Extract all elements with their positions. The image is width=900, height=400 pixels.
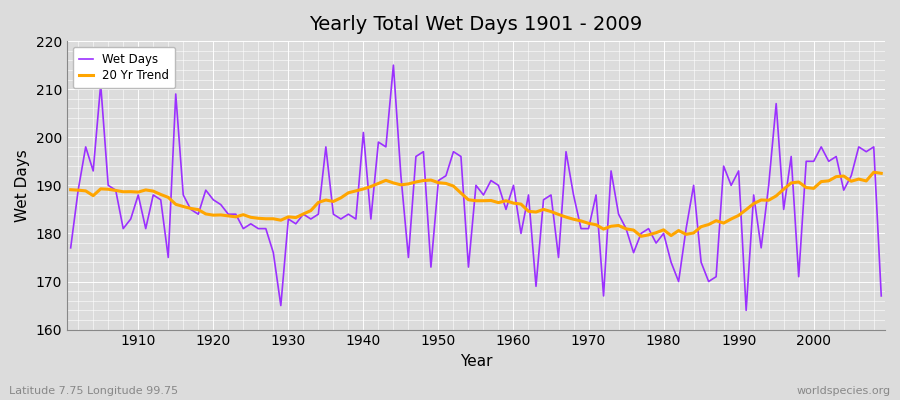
20 Yr Trend — [635, 234, 646, 239]
Wet Days — [336, 217, 346, 222]
Wet Days — [508, 183, 519, 188]
20 Yr Trend — [125, 189, 136, 194]
Wet Days — [125, 217, 136, 222]
Text: Latitude 7.75 Longitude 99.75: Latitude 7.75 Longitude 99.75 — [9, 386, 178, 396]
Wet Days — [291, 222, 302, 226]
Line: 20 Yr Trend: 20 Yr Trend — [71, 172, 881, 236]
20 Yr Trend — [868, 170, 879, 175]
Wet Days — [516, 231, 526, 236]
Legend: Wet Days, 20 Yr Trend: Wet Days, 20 Yr Trend — [73, 47, 176, 88]
20 Yr Trend — [598, 227, 609, 232]
20 Yr Trend — [508, 201, 519, 206]
20 Yr Trend — [500, 198, 511, 203]
20 Yr Trend — [291, 215, 302, 220]
Title: Yearly Total Wet Days 1901 - 2009: Yearly Total Wet Days 1901 - 2009 — [310, 15, 643, 34]
Text: worldspecies.org: worldspecies.org — [796, 386, 891, 396]
Wet Days — [876, 294, 886, 298]
Wet Days — [388, 63, 399, 68]
20 Yr Trend — [66, 187, 77, 192]
Wet Days — [606, 168, 616, 173]
20 Yr Trend — [336, 196, 346, 200]
Y-axis label: Wet Days: Wet Days — [15, 149, 30, 222]
Line: Wet Days: Wet Days — [71, 65, 881, 310]
Wet Days — [741, 308, 751, 313]
20 Yr Trend — [876, 171, 886, 176]
Wet Days — [66, 246, 77, 250]
X-axis label: Year: Year — [460, 354, 492, 369]
